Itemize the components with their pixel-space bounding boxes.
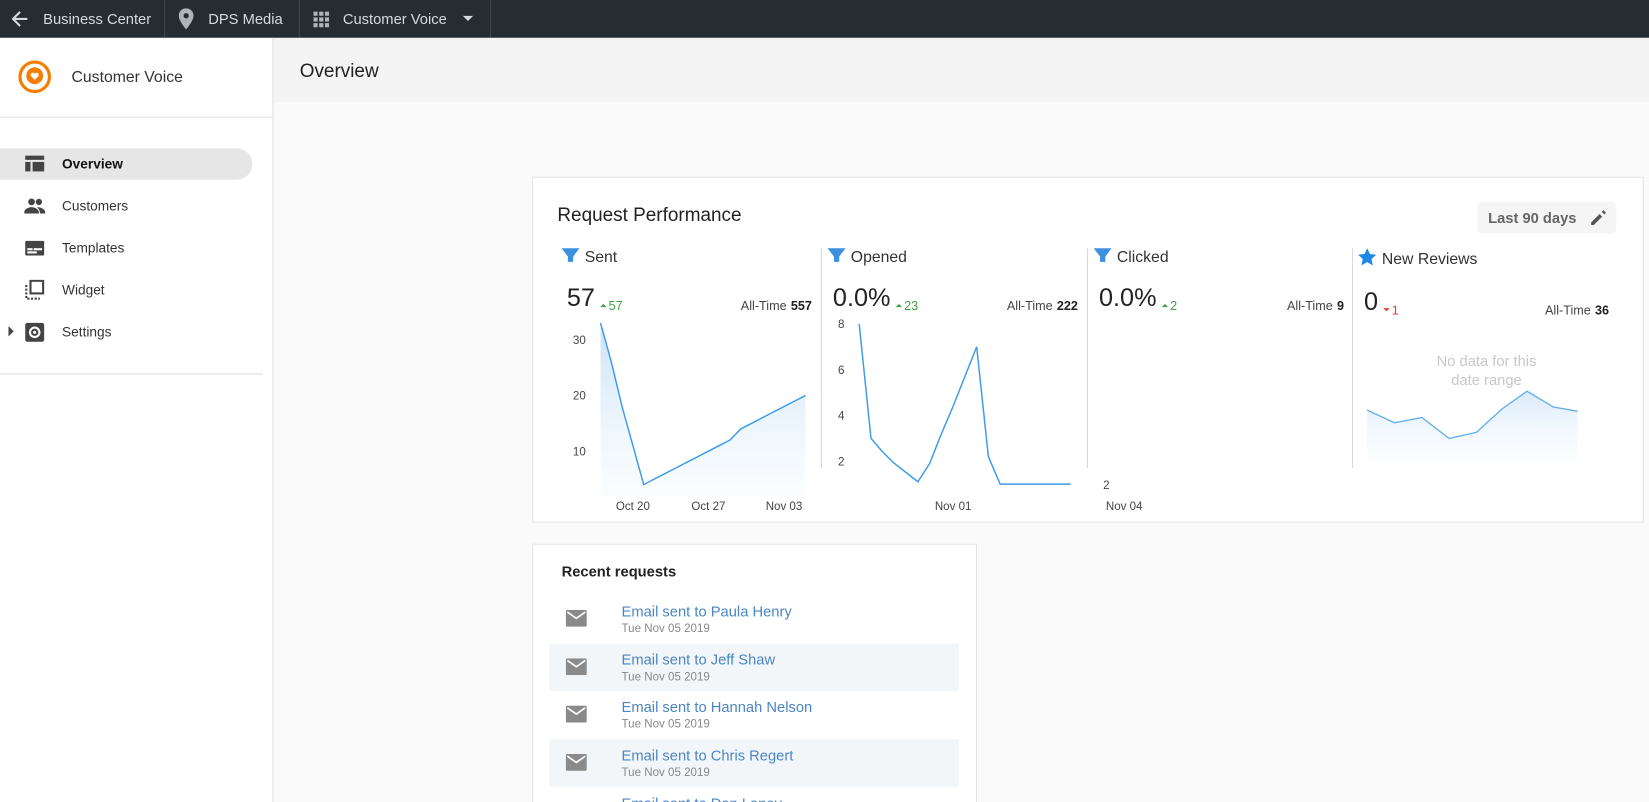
app-switcher[interactable]: Customer Voice <box>342 10 447 28</box>
metric-name: Opened <box>850 248 907 267</box>
nav-icon <box>25 240 45 256</box>
y-tick-label: 8 <box>838 319 844 331</box>
request-date: Tue Nov 05 2019 <box>621 622 710 636</box>
all-time-value: 222 <box>1056 298 1078 314</box>
header: Overview <box>273 37 1649 103</box>
metric-value: 57 <box>566 283 595 313</box>
y-tick-label: 2 <box>1103 480 1109 492</box>
apps-icon <box>313 11 330 28</box>
metric-value: 0 <box>1364 288 1379 317</box>
all-time-value: 9 <box>1336 298 1345 314</box>
caret[interactable] <box>462 15 474 22</box>
pin-icon <box>178 8 194 30</box>
x-tick-label: Nov 04 <box>1106 501 1143 513</box>
request-link[interactable]: Email sent to Paula Henry <box>621 602 792 620</box>
expand-caret[interactable] <box>8 326 14 337</box>
y-tick-label: 30 <box>573 335 586 347</box>
page-title: Overview <box>299 59 379 81</box>
range-label: Last 90 days <box>1488 209 1577 227</box>
metric-change: 1 <box>1391 302 1399 318</box>
all-time-value: 557 <box>790 298 812 314</box>
all-time-value: 36 <box>1594 302 1610 318</box>
line <box>599 322 806 486</box>
x-tick-label: Nov 03 <box>766 501 803 513</box>
request-link[interactable]: Email sent to Dan Laney <box>622 795 782 802</box>
request-date: Tue Nov 05 2019 <box>621 766 710 780</box>
metric-change: 57 <box>608 298 623 314</box>
separator <box>164 0 166 38</box>
request-date: Tue Nov 05 2019 <box>621 670 710 684</box>
change-arrow <box>895 303 903 308</box>
request-link[interactable]: Email sent to Jeff Shaw <box>621 650 776 668</box>
x-tick-label: Oct 20 <box>616 501 650 513</box>
row-highlight <box>548 739 960 787</box>
mail-icon <box>565 754 587 771</box>
nav-item[interactable]: Settings <box>62 323 112 340</box>
request-link[interactable]: Email sent to Chris Regert <box>621 746 794 764</box>
all-time-label: All-Time <box>1006 298 1053 314</box>
back-link[interactable]: Business Center <box>43 10 152 28</box>
change-arrow <box>1383 308 1390 312</box>
y-tick-label: 2 <box>838 456 844 468</box>
line <box>858 323 1071 485</box>
nav-icon <box>25 279 45 300</box>
separator <box>490 0 492 38</box>
y-tick-label: 10 <box>573 446 586 458</box>
area <box>600 322 806 497</box>
x-tick-label: Nov 01 <box>935 501 972 513</box>
request-link[interactable]: Email sent to Hannah Nelson <box>621 698 813 716</box>
funnel-icon <box>1093 248 1112 262</box>
top-bar: Business Center DPS Media Customer Voice <box>0 0 1649 38</box>
y-tick-label: 20 <box>573 391 586 403</box>
divider <box>0 116 273 118</box>
sidebar: Customer Voice Overview Customers Template… <box>0 37 274 802</box>
mail-icon <box>565 609 587 627</box>
x-tick-label: Oct 27 <box>691 501 725 513</box>
all-time-label: All-Time <box>1286 298 1333 314</box>
nav-item[interactable]: Customers <box>62 197 129 214</box>
placeholder-area <box>1367 391 1578 463</box>
all-time-label: All-Time <box>1544 302 1591 318</box>
range-button[interactable]: Last 90 days <box>1477 201 1617 234</box>
brand-logo <box>18 60 52 94</box>
metric-value: 0.0% <box>1098 283 1157 313</box>
metric-name: New Reviews <box>1381 250 1478 269</box>
nav-item[interactable]: Widget <box>62 281 105 298</box>
funnel-icon <box>827 248 846 262</box>
separator <box>298 0 300 38</box>
card-title: Request Performance <box>557 204 742 226</box>
request-date: Tue Nov 05 2019 <box>621 718 710 732</box>
y-tick-label: 4 <box>838 411 845 423</box>
change-arrow <box>600 303 607 308</box>
mail-icon <box>565 706 587 723</box>
mail-icon <box>565 658 587 675</box>
back-icon[interactable] <box>11 9 30 28</box>
star-icon <box>1358 248 1377 266</box>
location[interactable]: DPS Media <box>208 10 283 28</box>
metric-name: Sent <box>584 248 618 267</box>
nav-item[interactable]: Templates <box>62 239 125 256</box>
empty-message: No data for this date range <box>1436 352 1537 389</box>
brand-name: Customer Voice <box>71 68 183 87</box>
change-arrow <box>1161 303 1169 308</box>
row-highlight <box>548 643 960 691</box>
edit-icon <box>1591 210 1606 226</box>
metric-name: Clicked <box>1116 248 1169 267</box>
metric-value: 0.0% <box>832 283 891 313</box>
nav-icon <box>24 198 46 214</box>
y-tick-label: 6 <box>838 365 844 377</box>
funnel-icon <box>561 248 580 262</box>
divider <box>0 373 263 375</box>
nav-item[interactable]: Overview <box>62 155 123 172</box>
metric-change: 2 <box>1170 298 1178 314</box>
nav-icon <box>25 322 45 342</box>
placeholder-line <box>1366 390 1578 440</box>
metric-change: 23 <box>904 298 919 314</box>
card-title: Recent requests <box>561 562 677 580</box>
nav-icon <box>25 155 45 172</box>
all-time-label: All-Time <box>740 298 787 314</box>
